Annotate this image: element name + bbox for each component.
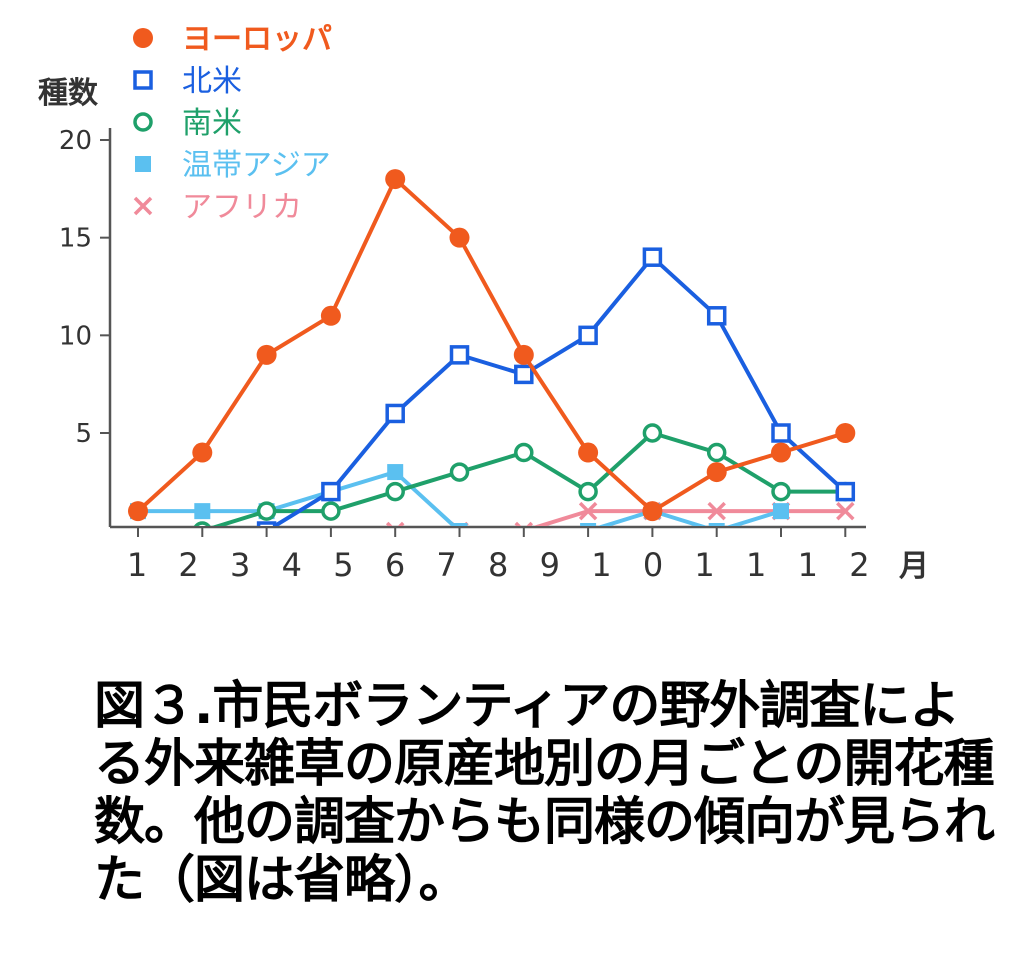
legend-marker-4 [133,196,153,216]
y-tick-label: 15 [59,224,92,254]
series-layer [128,169,856,526]
figure-caption: 図３.市民ボランティアの野外調査による外来雑草の原産地別の月ごとの開花種数。他の… [94,677,995,910]
data-point [771,481,791,502]
data-point [835,423,856,443]
series-2 [193,423,856,526]
legend-marker-0 [133,28,153,48]
data-point [321,481,341,502]
data-point [385,521,405,526]
data-point [708,523,725,526]
data-point [514,364,534,385]
data-point [256,501,277,521]
data-point [706,306,727,326]
data-point [578,501,598,521]
data-point [128,501,148,522]
data-point [320,305,341,326]
data-point-stroke-b [397,521,405,526]
data-point [642,247,663,267]
data-point [451,523,468,526]
data-point-stroke-b [526,521,534,526]
y-tick-label: 10 [59,321,92,351]
series-line [136,177,846,514]
x-tick-label: 8 [488,546,508,584]
data-point [706,442,727,463]
x-tick-label: 3 [230,546,250,584]
data-point-stroke-b [836,501,855,521]
data-point [580,523,597,526]
data-point [836,501,855,521]
data-point [642,501,663,522]
data-point [578,325,598,346]
data-point [449,462,470,482]
data-point [385,403,405,424]
x-tick-label: 4 [282,546,302,584]
legend-marker-4-stroke-b [133,196,153,216]
data-point [578,442,599,463]
x-tick-label: 1 [127,546,147,584]
data-point [578,481,598,502]
series-0 [128,169,856,522]
series-line [138,470,458,526]
x-tick-label: 9 [540,546,560,584]
legend-marker-1 [133,70,153,90]
legend-marker-3 [135,156,151,172]
data-point [835,481,856,502]
data-point [193,521,211,526]
x-tick-label: 0 [643,546,663,584]
data-point [707,501,726,521]
data-point [194,503,211,520]
x-tick-label: 1 [798,546,818,584]
data-point [385,169,406,190]
x-tick-label: 1 [694,546,714,584]
legend-label-2: 南米 [182,106,242,141]
x-tick-label: 5 [333,546,353,584]
legend-label-1: 北米 [182,64,242,99]
x-tick-label: 6 [385,546,405,584]
data-point [514,442,534,463]
x-tick-label: 2 [178,546,198,584]
legend-label-4: アフリカ [182,190,302,225]
data-point [642,423,663,443]
data-point [387,464,404,481]
data-point [385,481,405,502]
y-tick-label: 5 [75,419,92,449]
data-point [706,462,727,483]
data-point [449,227,470,248]
series-line [597,509,782,526]
x-tick-label: 2 [849,546,869,584]
legend-label-3: 温帯アジア [182,148,331,183]
data-point [256,521,277,526]
series-line [533,509,846,526]
data-point-stroke-b [707,501,726,521]
data-point [771,423,791,443]
data-point [514,521,534,526]
x-tick-label: 1 [746,546,766,584]
x-tick-label: 1 [591,546,611,584]
series-line [270,255,847,526]
data-point-stroke-a [514,521,522,526]
y-axis-label: 種数 [38,76,99,111]
data-point [192,442,213,463]
legend-marker-2 [133,112,153,132]
series-1 [256,247,856,526]
data-point-stroke-a [385,521,393,526]
data-point [256,344,277,365]
data-point [771,442,791,463]
x-axis-label: 月 [899,549,929,584]
data-point [773,503,789,520]
data-point-stroke-b [578,501,598,521]
x-tick-label: 7 [436,546,456,584]
legend-label-0: ヨーロッパ [182,22,332,57]
data-point [321,501,341,521]
data-point [449,345,470,365]
y-tick-label: 20 [59,126,92,156]
data-point [513,344,534,365]
